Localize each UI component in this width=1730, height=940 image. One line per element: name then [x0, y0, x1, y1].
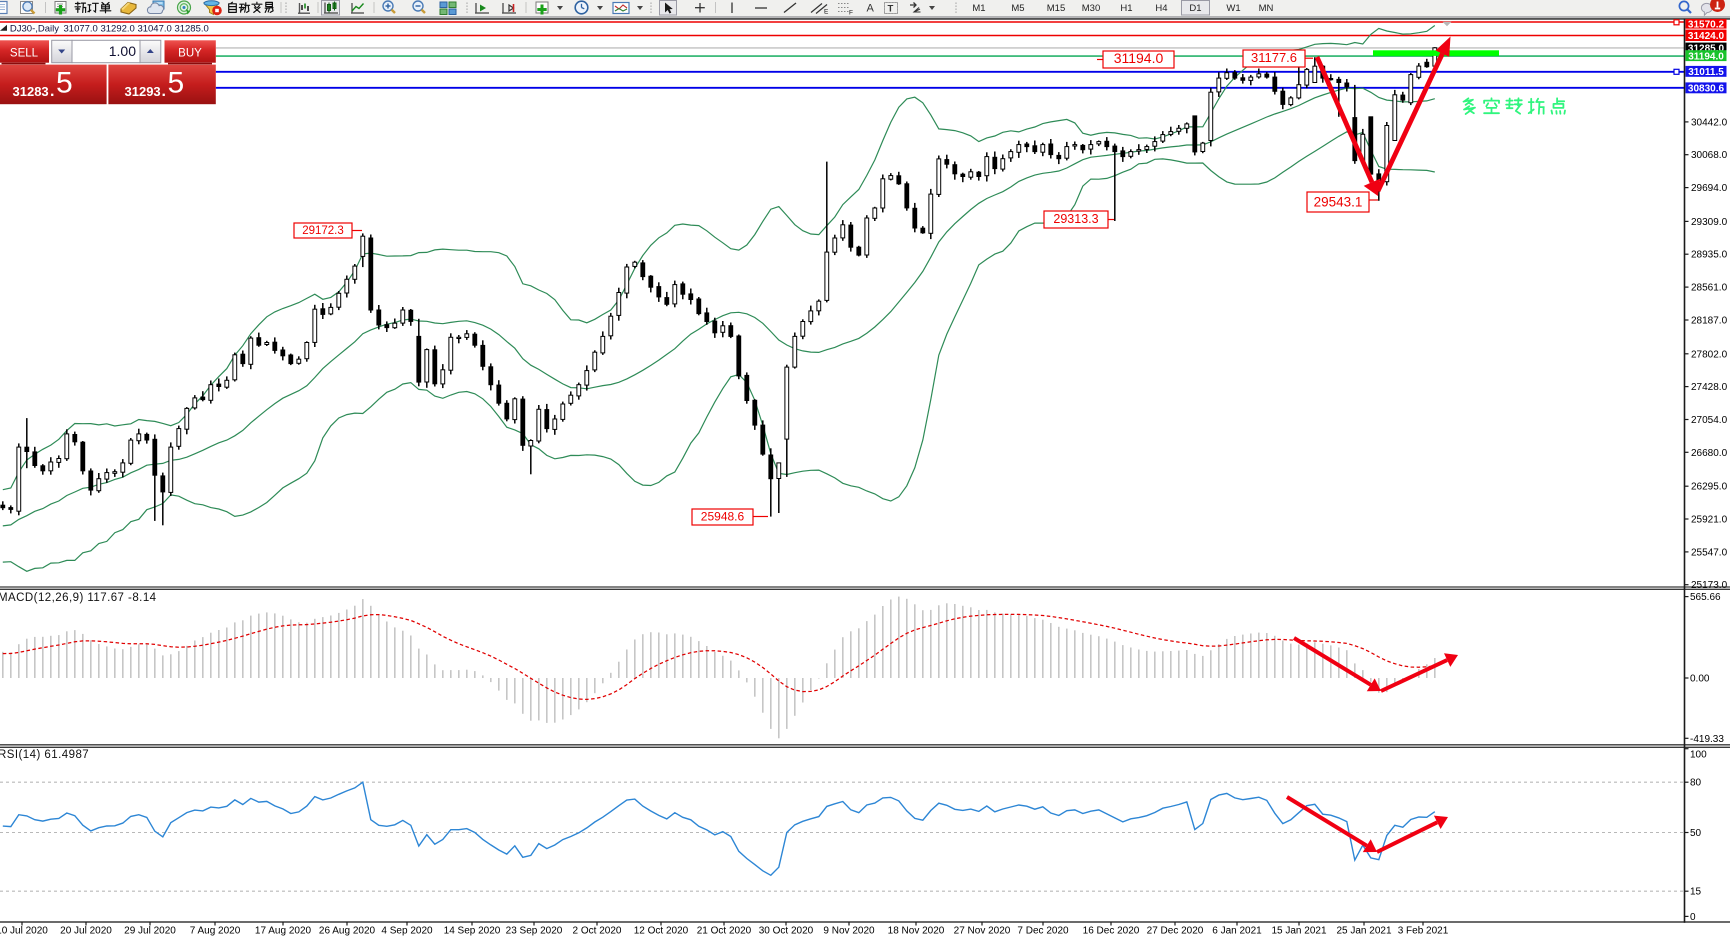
svg-text:15 Jan 2021: 15 Jan 2021 [1271, 926, 1326, 937]
svg-text:26680.0: 26680.0 [1691, 448, 1728, 459]
svg-text:3 Feb 2021: 3 Feb 2021 [1398, 926, 1449, 937]
svg-text:M5: M5 [1011, 3, 1024, 14]
svg-text:31194.0: 31194.0 [1114, 50, 1164, 66]
svg-text:21 Oct 2020: 21 Oct 2020 [697, 926, 752, 937]
svg-text:31077.0 31292.0 31047.0 31285.: 31077.0 31292.0 31047.0 31285.0 [64, 23, 209, 34]
svg-text:28187.0: 28187.0 [1691, 316, 1728, 327]
svg-text:80: 80 [1690, 778, 1702, 789]
svg-text:27 Nov 2020: 27 Nov 2020 [954, 926, 1011, 937]
svg-text:SELL: SELL [10, 47, 39, 59]
svg-text:28561.0: 28561.0 [1691, 283, 1728, 294]
svg-text:T: T [888, 4, 894, 15]
svg-text:31011.5: 31011.5 [1688, 67, 1724, 78]
svg-text:.: . [162, 83, 166, 100]
svg-text:5: 5 [168, 67, 185, 100]
svg-text:-419.33: -419.33 [1690, 734, 1724, 745]
svg-text:27802.0: 27802.0 [1691, 349, 1728, 360]
svg-text:M15: M15 [1047, 3, 1065, 14]
svg-text:29309.0: 29309.0 [1691, 217, 1728, 228]
svg-text:29313.3: 29313.3 [1053, 212, 1098, 226]
svg-text:26295.0: 26295.0 [1691, 482, 1728, 493]
svg-text:18 Nov 2020: 18 Nov 2020 [888, 926, 945, 937]
svg-text:31177.6: 31177.6 [1251, 50, 1297, 65]
svg-text:A: A [867, 3, 875, 15]
svg-text:31293: 31293 [125, 84, 161, 99]
svg-text:2 Oct 2020: 2 Oct 2020 [573, 926, 622, 937]
svg-text:0: 0 [1690, 912, 1696, 923]
svg-text:12 Oct 2020: 12 Oct 2020 [634, 926, 689, 937]
svg-text:27054.0: 27054.0 [1691, 415, 1728, 426]
svg-text:10 Jul 2020: 10 Jul 2020 [0, 926, 48, 937]
svg-text:25921.0: 25921.0 [1691, 515, 1728, 526]
svg-text:0.00: 0.00 [1690, 674, 1710, 685]
svg-text:H4: H4 [1155, 3, 1167, 14]
svg-text:29543.1: 29543.1 [1314, 194, 1363, 209]
svg-text:E: E [824, 9, 829, 16]
svg-text:D1: D1 [1189, 3, 1201, 14]
svg-text:30 Oct 2020: 30 Oct 2020 [759, 926, 814, 937]
svg-text:100: 100 [1690, 750, 1707, 761]
svg-text:.: . [50, 83, 54, 100]
svg-text:28935.0: 28935.0 [1691, 250, 1728, 261]
svg-text:26 Aug 2020: 26 Aug 2020 [319, 926, 376, 937]
svg-text:27 Dec 2020: 27 Dec 2020 [1147, 926, 1204, 937]
svg-text:H1: H1 [1120, 3, 1132, 14]
svg-text:M30: M30 [1082, 3, 1100, 14]
svg-text:M1: M1 [972, 3, 985, 14]
svg-text:DJ30-,Daily: DJ30-,Daily [10, 23, 59, 34]
svg-text:MACD(12,26,9) 117.67 -8.14: MACD(12,26,9) 117.67 -8.14 [0, 592, 157, 604]
svg-text:25948.6: 25948.6 [701, 510, 745, 524]
svg-text:25173.0: 25173.0 [1691, 580, 1728, 591]
svg-text:565.66: 565.66 [1690, 592, 1721, 603]
svg-text:30068.0: 30068.0 [1691, 150, 1728, 161]
svg-text:14 Sep 2020: 14 Sep 2020 [444, 926, 501, 937]
svg-text:31570.2: 31570.2 [1688, 19, 1725, 30]
svg-text:5: 5 [56, 67, 73, 100]
svg-text:50: 50 [1690, 828, 1702, 839]
svg-text:29 Jul 2020: 29 Jul 2020 [124, 926, 176, 937]
svg-text:W1: W1 [1226, 3, 1240, 14]
svg-text:1.00: 1.00 [109, 43, 136, 59]
svg-text:30830.6: 30830.6 [1688, 83, 1725, 94]
svg-text:31283: 31283 [13, 84, 49, 99]
svg-text:31424.0: 31424.0 [1688, 31, 1725, 42]
svg-text:17 Aug 2020: 17 Aug 2020 [255, 926, 312, 937]
svg-text:7 Dec 2020: 7 Dec 2020 [1017, 926, 1069, 937]
svg-text:4 Sep 2020: 4 Sep 2020 [381, 926, 433, 937]
svg-text:25547.0: 25547.0 [1691, 547, 1728, 558]
svg-text:9 Nov 2020: 9 Nov 2020 [823, 926, 875, 937]
svg-text:RSI(14) 61.4987: RSI(14) 61.4987 [0, 749, 89, 761]
svg-text:29694.0: 29694.0 [1691, 183, 1728, 194]
svg-text:16 Dec 2020: 16 Dec 2020 [1083, 926, 1140, 937]
svg-text:MN: MN [1259, 3, 1274, 14]
svg-text:31285.0: 31285.0 [1688, 43, 1725, 54]
svg-text:31194.0: 31194.0 [1688, 51, 1724, 62]
svg-text:BUY: BUY [178, 47, 202, 59]
svg-text:6 Jan 2021: 6 Jan 2021 [1212, 926, 1262, 937]
svg-text:30442.0: 30442.0 [1691, 117, 1728, 128]
svg-text:25 Jan 2021: 25 Jan 2021 [1336, 926, 1391, 937]
svg-text:15: 15 [1690, 887, 1702, 898]
svg-text:23 Sep 2020: 23 Sep 2020 [506, 926, 563, 937]
svg-text:20 Jul 2020: 20 Jul 2020 [60, 926, 112, 937]
svg-text:29172.3: 29172.3 [302, 225, 344, 237]
svg-text:7 Aug 2020: 7 Aug 2020 [190, 926, 241, 937]
svg-text:27428.0: 27428.0 [1691, 382, 1728, 393]
svg-text:F: F [849, 10, 853, 17]
